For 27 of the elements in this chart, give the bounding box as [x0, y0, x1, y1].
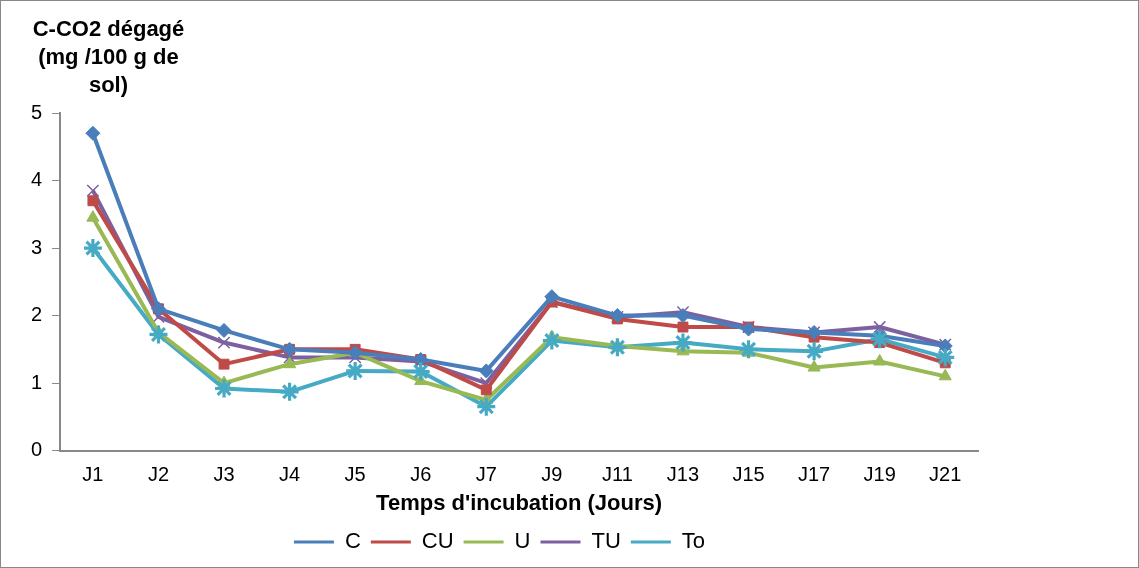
x-tick-label: J13 — [666, 463, 700, 486]
y-tick-label: 4 — [31, 168, 43, 191]
x-tick-label: J11 — [602, 463, 633, 486]
x-tick-label: J5 — [344, 463, 366, 486]
y-tick-label: 0 — [31, 438, 43, 461]
y-tick-label: 2 — [31, 303, 43, 326]
x-tick-label: J4 — [279, 463, 301, 486]
legend-label: CU — [421, 528, 454, 554]
legend-label: C — [344, 528, 361, 554]
x-tick-label: J2 — [147, 463, 170, 486]
x-tick-label: J9 — [541, 463, 563, 486]
y-axis-title: C-CO2 dégagé (mg /100 g de sol) — [31, 15, 186, 99]
y-tick-label: 5 — [31, 100, 43, 123]
legend-label: U — [514, 528, 531, 554]
legend-label: TU — [591, 528, 621, 554]
x-tick-label: J17 — [797, 463, 831, 486]
x-axis-title: Temps d'incubation (Jours) — [376, 489, 663, 515]
x-tick-label: J7 — [475, 463, 497, 486]
x-tick-label: J6 — [410, 463, 432, 486]
x-tick-label: J1 — [82, 463, 104, 486]
y-tick-label: 3 — [31, 235, 43, 258]
x-tick-label: J19 — [863, 463, 896, 486]
legend-label: To — [681, 528, 706, 554]
x-tick-label: J15 — [732, 463, 765, 486]
y-tick-label: 1 — [31, 370, 43, 393]
x-tick-label: J3 — [213, 463, 235, 486]
x-tick-label: J21 — [929, 463, 962, 486]
